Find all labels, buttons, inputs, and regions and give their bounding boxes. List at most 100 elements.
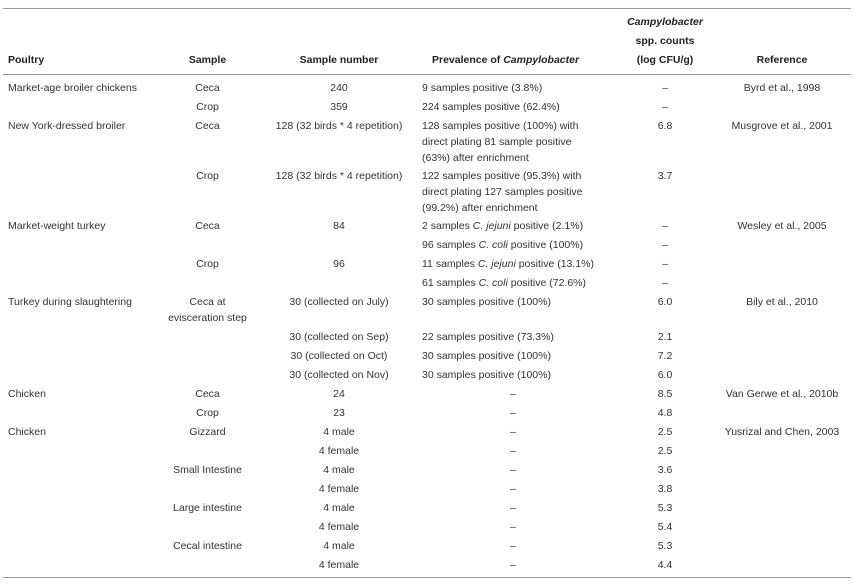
table-cell-count: – — [662, 220, 668, 232]
header-counts-italic: Campylobacter — [627, 16, 703, 28]
table-cell-count: 6.8 — [657, 120, 673, 132]
header-reference: Reference — [756, 54, 808, 66]
table-cell-count: 5.3 — [657, 502, 673, 514]
header-sample: Sample — [188, 54, 227, 66]
header-sample-number: Sample number — [299, 54, 379, 66]
table-cell-count: 4.8 — [657, 407, 673, 419]
table-cell-count: – — [662, 239, 668, 251]
table-cell-prevalence: – — [510, 540, 516, 552]
table-cell-sample: Crop — [196, 101, 219, 113]
header-counts-line1: Campylobacter — [618, 14, 712, 30]
prevalence-text: 96 samples — [422, 239, 479, 251]
table-cell-count: – — [662, 258, 668, 270]
table-cell-number: 128 (32 birds * 4 repetition) — [275, 170, 403, 182]
table-cell-count: 7.2 — [657, 350, 673, 362]
table-cell-count: 8.5 — [657, 388, 673, 400]
table-cell-sample: Crop — [196, 407, 219, 419]
table-cell-poultry: Market-age broiler chickens — [8, 82, 137, 94]
header-prevalence: Prevalence of Campylobacter — [432, 52, 579, 68]
table-cell-prevalence: 224 samples positive (62.4%) — [422, 101, 560, 113]
table-cell-prevalence: 30 samples positive (100%) — [422, 350, 551, 362]
table-cell-count: – — [662, 101, 668, 113]
table-cell-prevalence: – — [510, 483, 516, 495]
table-cell-prevalence: 30 samples positive (100%) — [422, 296, 551, 308]
table-cell-number: 359 — [330, 101, 348, 113]
table-cell-poultry: Chicken — [8, 388, 46, 400]
table-cell-prevalence: (63%) after enrichment — [422, 152, 529, 164]
table-cell-sample: Ceca — [195, 120, 220, 132]
table-cell-prevalence: – — [510, 521, 516, 533]
table-cell-prevalence: (99.2%) after enrichment — [422, 202, 538, 214]
table-cell-number: 240 — [330, 82, 348, 94]
table-cell-prevalence: 61 samples C. coli positive (72.6%) — [422, 275, 586, 291]
table-cell-prevalence: – — [510, 464, 516, 476]
table-cell-count: 4.4 — [657, 559, 673, 571]
species-name: C. jejuni — [477, 258, 516, 270]
header-prevalence-text: Prevalence of — [432, 54, 504, 66]
table-cell-prevalence: 9 samples positive (3.8%) — [422, 82, 543, 94]
table-cell-number: 4 female — [318, 559, 360, 571]
header-poultry: Poultry — [8, 54, 45, 66]
table-cell-count: 3.7 — [657, 170, 673, 182]
prevalence-text: 11 samples — [422, 258, 478, 270]
bottom-rule — [3, 577, 851, 578]
table-cell-number: 24 — [333, 388, 345, 400]
table-cell-prevalence: – — [510, 388, 516, 400]
header-counts-line2: spp. counts — [635, 35, 695, 47]
species-name: C. coli — [478, 239, 508, 251]
table-cell-count: – — [662, 82, 668, 94]
table-cell-sample: evisceration step — [168, 312, 247, 324]
top-rule — [3, 8, 851, 9]
table-cell-count: 5.4 — [657, 521, 673, 533]
table-cell-prevalence: – — [510, 445, 516, 457]
table-cell-count: 3.8 — [657, 483, 673, 495]
prevalence-text: positive (2.1%) — [510, 220, 584, 232]
table-cell-prevalence: 128 samples positive (100%) with — [422, 120, 579, 132]
table-cell-count: 6.0 — [657, 369, 673, 381]
table-cell-number: 4 female — [318, 483, 360, 495]
header-counts-line3: (log CFU/g) — [636, 54, 694, 66]
table-cell-prevalence: – — [510, 559, 516, 571]
table-cell-number: 84 — [333, 220, 345, 232]
table-cell-number: 30 (collected on Sep) — [289, 331, 389, 343]
table-cell-prevalence: – — [510, 426, 516, 438]
table-cell-sample: Cecal intestine — [173, 540, 242, 552]
table-cell-reference: Byrd et al., 1998 — [743, 82, 821, 94]
table-cell-reference: Musgrove et al., 2001 — [731, 120, 833, 132]
prevalence-text: 61 samples — [422, 277, 479, 289]
prevalence-text: positive (13.1%) — [515, 258, 594, 270]
prevalence-text: positive (100%) — [507, 239, 584, 251]
table-cell-number: 4 male — [323, 426, 355, 438]
table-cell-number: 23 — [333, 407, 345, 419]
table-cell-sample: Ceca — [195, 388, 220, 400]
table-cell-poultry: New York-dressed broiler — [8, 120, 126, 132]
table-cell-number: 96 — [333, 258, 345, 270]
table-cell-sample: Gizzard — [189, 426, 226, 438]
table-cell-number: 4 male — [323, 502, 355, 514]
table-cell-sample: Crop — [196, 170, 219, 182]
table-cell-count: – — [662, 277, 668, 289]
table-cell-prevalence: 30 samples positive (100%) — [422, 369, 551, 381]
table-cell-count: 2.5 — [657, 426, 673, 438]
table-cell-count: 2.5 — [657, 445, 673, 457]
table-cell-prevalence: direct plating 127 samples positive — [422, 186, 583, 198]
species-name: C. jejuni — [472, 220, 511, 232]
table-cell-sample: Ceca — [195, 82, 220, 94]
table-cell-count: 5.3 — [657, 540, 673, 552]
prevalence-text: 2 samples — [422, 220, 473, 232]
table-cell-reference: Bily et al., 2010 — [746, 296, 818, 308]
table-cell-poultry: Market-weight turkey — [8, 220, 106, 232]
table-cell-number: 128 (32 birds * 4 repetition) — [275, 120, 403, 132]
table-cell-prevalence: 122 samples positive (95.3%) with — [422, 170, 582, 182]
table-cell-number: 30 (collected on Oct) — [290, 350, 388, 362]
table-cell-poultry: Chicken — [8, 426, 46, 438]
table-cell-number: 4 male — [323, 540, 355, 552]
table-cell-poultry: Turkey during slaughtering — [8, 296, 132, 308]
table-cell-sample: Ceca at — [189, 296, 226, 308]
table-cell-prevalence: 96 samples C. coli positive (100%) — [422, 237, 583, 253]
table-cell-reference: Yusrizal and Chen, 2003 — [724, 426, 840, 438]
table-cell-number: 4 female — [318, 521, 360, 533]
table-cell-reference: Van Gerwe et al., 2010b — [725, 388, 839, 400]
table-cell-count: 3.6 — [657, 464, 673, 476]
table-cell-prevalence: – — [510, 502, 516, 514]
